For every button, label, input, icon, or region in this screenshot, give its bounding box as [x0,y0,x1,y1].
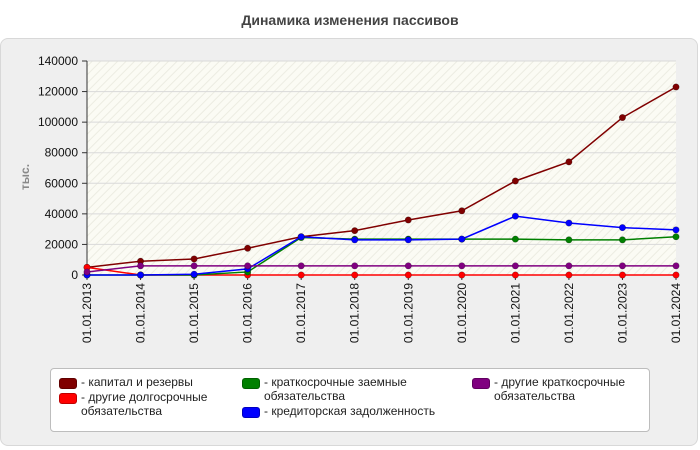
legend-swatch [59,378,77,389]
y-tick-label: 140000 [38,54,78,68]
series-point [565,219,573,227]
series-point [458,262,466,270]
x-tick-label: 01.01.2014 [134,283,148,343]
legend-item-other-shortterm: - другие краткосрочные обязательства [472,375,647,403]
y-tick-label: 40000 [45,207,79,221]
x-tick-label: 01.01.2015 [187,283,201,343]
legend-label: - другие долгосрочные обязательства [81,390,208,418]
series-line [86,265,676,273]
x-tick-label: 01.01.2019 [401,283,415,343]
y-tick-label: 80000 [45,146,79,160]
series-point [404,271,412,279]
series-point [511,212,519,220]
series-point [672,233,680,241]
legend: - капитал и резервы - другие долгосрочны… [50,368,650,432]
series-point [565,271,573,279]
series-point [672,262,680,270]
legend-item-shortterm-loans: - краткосрочные заемные обязательства [242,375,452,403]
series-point [511,235,519,243]
x-tick-label: 01.01.2020 [455,283,469,343]
series-point [618,236,626,244]
legend-item-payables: - кредиторская задолженность [242,404,502,418]
legend-label: - кредиторская задолженность [264,404,436,418]
series-point [190,270,198,278]
y-axis-label: тыс. [18,163,33,191]
series-point [565,158,573,166]
series-point [404,262,412,270]
legend-label: - другие краткосрочные обязательства [494,375,626,403]
series-point [618,262,626,270]
legend-swatch [242,378,260,389]
y-tick-label: 0 [71,268,78,282]
series-point [565,262,573,270]
chart-title: Динамика изменения пассивов [241,12,459,28]
series-point [297,271,305,279]
series-point [511,177,519,185]
series-point [190,255,198,263]
x-tick-label: 01.01.2013 [80,283,94,343]
series-point [83,268,91,276]
series-point [351,271,359,279]
series-point [672,226,680,234]
series-point [137,262,145,270]
series-point [351,262,359,270]
y-tick-label: 100000 [38,115,78,129]
x-tick-label: 01.01.2023 [615,283,629,343]
legend-swatch [242,407,260,418]
series-point [458,235,466,243]
x-tick-label: 01.01.2022 [562,283,576,343]
series-line [86,86,677,269]
series-point [351,236,359,244]
series-point [190,262,198,270]
x-tick-label: 01.01.2021 [508,283,522,343]
legend-label: - капитал и резервы [81,375,193,389]
legend-swatch [472,378,490,389]
plot-area [87,61,676,275]
x-tick-label: 01.01.2018 [348,283,362,343]
series-point [297,233,305,241]
series-point [458,271,466,279]
x-tick-label: 01.01.2024 [669,283,683,343]
series-point [458,207,466,215]
series-point [404,236,412,244]
legend-item-other-longterm: - другие долгосрочные обязательства [59,390,239,418]
series-point [137,271,145,279]
series-point [618,114,626,122]
series-point [672,83,680,91]
y-tick-label: 60000 [45,176,79,190]
x-tick-label: 01.01.2017 [294,283,308,343]
y-tick-label: 20000 [45,237,79,251]
series-point [511,262,519,270]
series-point [297,262,305,270]
series-line [87,215,677,276]
series-point [672,271,680,279]
series-point [404,216,412,224]
series-point [511,271,519,279]
x-tick-label: 01.01.2016 [241,283,255,343]
series-point [565,236,573,244]
legend-label: - краткосрочные заемные обязательства [264,375,407,403]
legend-item-capital: - капитал и резервы [59,375,239,389]
series-point [244,244,252,252]
legend-swatch [59,393,77,404]
y-tick-label: 120000 [38,85,78,99]
series-point [244,262,252,270]
series-point [618,224,626,232]
series-point [618,271,626,279]
series-point [351,227,359,235]
